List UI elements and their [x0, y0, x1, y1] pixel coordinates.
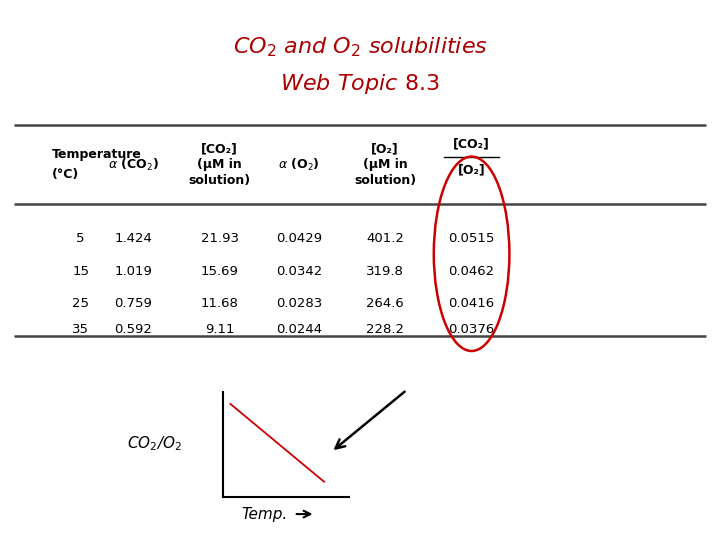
Text: 15.69: 15.69: [201, 265, 238, 278]
Text: 0.759: 0.759: [114, 297, 152, 310]
Text: $\mathit{CO}_2$$\mathit{\ and\ O}_2$$\mathit{\ solubilities}$: $\mathit{CO}_2$$\mathit{\ and\ O}_2$$\ma…: [233, 36, 487, 59]
Text: 0.0416: 0.0416: [449, 297, 495, 310]
Text: 21.93: 21.93: [201, 232, 238, 245]
Text: [O₂]: [O₂]: [372, 142, 399, 155]
Text: 25: 25: [72, 297, 89, 310]
Text: 35: 35: [72, 323, 89, 336]
Text: 0.0244: 0.0244: [276, 323, 322, 336]
Text: $\alpha$ (CO$_2$): $\alpha$ (CO$_2$): [108, 157, 158, 173]
Text: 0.0462: 0.0462: [449, 265, 495, 278]
Text: 228.2: 228.2: [366, 323, 404, 336]
Text: [CO₂]: [CO₂]: [453, 138, 490, 151]
Text: solution): solution): [189, 174, 251, 187]
Text: $\alpha$ (O$_2$): $\alpha$ (O$_2$): [278, 157, 320, 173]
Text: (μM in: (μM in: [363, 158, 408, 171]
Text: 319.8: 319.8: [366, 265, 404, 278]
Text: [O₂]: [O₂]: [458, 164, 485, 177]
Text: 0.0376: 0.0376: [449, 323, 495, 336]
Text: Temp.: Temp.: [242, 507, 288, 522]
Text: 1.424: 1.424: [114, 232, 152, 245]
Text: 15: 15: [72, 265, 89, 278]
Text: (μM in: (μM in: [197, 158, 242, 171]
Text: 0.592: 0.592: [114, 323, 152, 336]
Text: 264.6: 264.6: [366, 297, 404, 310]
Text: solution): solution): [354, 174, 416, 187]
Text: CO$_2$/O$_2$: CO$_2$/O$_2$: [127, 435, 182, 453]
Text: 0.0515: 0.0515: [449, 232, 495, 245]
Text: [CO₂]: [CO₂]: [201, 142, 238, 155]
Text: 9.11: 9.11: [205, 323, 234, 336]
Text: 0.0283: 0.0283: [276, 297, 322, 310]
Text: Temperature: Temperature: [52, 148, 142, 161]
Text: (°C): (°C): [52, 168, 79, 181]
Text: 0.0429: 0.0429: [276, 232, 322, 245]
Text: $\mathit{Web\ Topic\ 8.3}$: $\mathit{Web\ Topic\ 8.3}$: [280, 72, 440, 96]
Text: 1.019: 1.019: [114, 265, 152, 278]
Text: 5: 5: [76, 232, 85, 245]
Text: 11.68: 11.68: [201, 297, 238, 310]
Text: 0.0342: 0.0342: [276, 265, 322, 278]
Text: 401.2: 401.2: [366, 232, 404, 245]
